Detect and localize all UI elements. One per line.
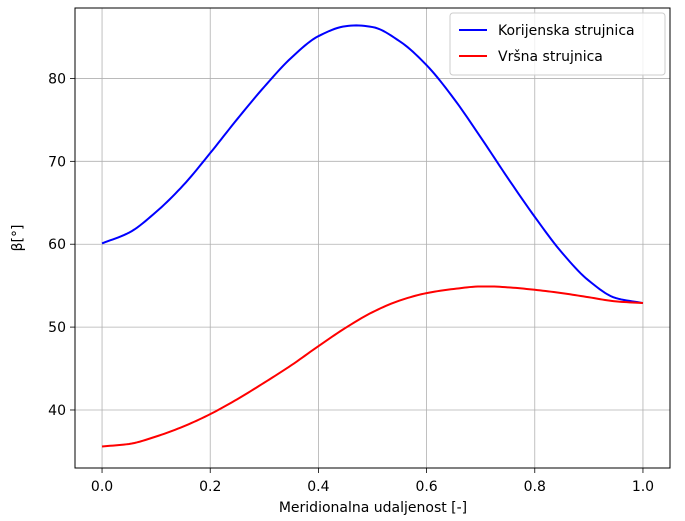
- grid: [75, 8, 670, 468]
- y-tick-label: 70: [48, 154, 66, 170]
- x-tick-label: 0.0: [91, 479, 113, 495]
- x-tick-label: 0.2: [199, 479, 221, 495]
- y-tick-label: 60: [48, 237, 66, 253]
- axis-ticks: 0.0 0.2 0.4 0.6 0.8 1.0 40 50 60 70 80: [48, 71, 654, 495]
- series-lines: [101, 24, 644, 448]
- x-tick-label: 0.8: [524, 479, 546, 495]
- legend-box: [449, 12, 666, 76]
- y-axis-label: β[°]: [10, 225, 26, 252]
- y-tick-label: 50: [48, 320, 66, 336]
- legend-label: Korijenska strujnica: [498, 23, 635, 39]
- y-tick-label: 80: [48, 71, 66, 87]
- plot-frame: [74, 7, 671, 469]
- x-tick-label: 0.4: [307, 479, 329, 495]
- series-line-1: [101, 285, 644, 448]
- series-line-0: [101, 24, 644, 305]
- y-tick-label: 40: [48, 403, 66, 419]
- x-tick-label: 1.0: [632, 479, 654, 495]
- x-tick-label: 0.6: [415, 479, 437, 495]
- x-axis-label: Meridionalna udaljenost [-]: [279, 500, 467, 516]
- legend: Korijenska strujnica Vršna strujnica: [449, 12, 666, 76]
- legend-label: Vršna strujnica: [498, 49, 603, 65]
